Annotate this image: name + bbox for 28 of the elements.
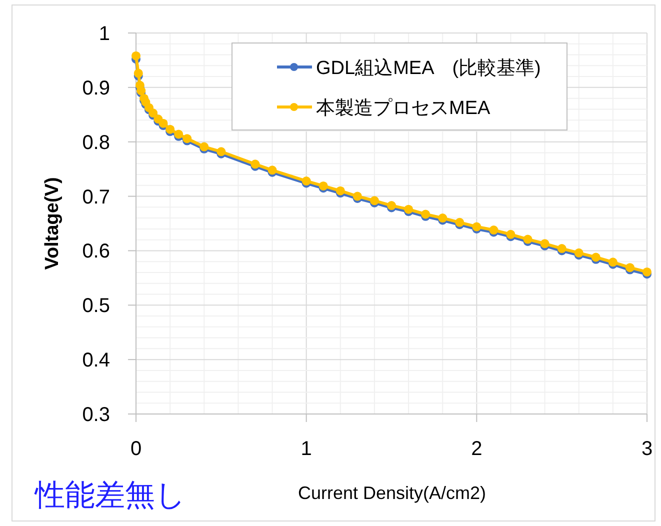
point [506, 230, 516, 239]
x-tick-label: 3 [641, 438, 653, 460]
y-tick-label: 0.6 [82, 240, 110, 263]
y-tick-label: 0.4 [82, 350, 110, 372]
point [158, 118, 168, 128]
x-tick-label: 1 [300, 438, 312, 460]
y-tick-label: 0.5 [82, 295, 110, 318]
y-axis-title: Voltage(V) [42, 177, 63, 270]
point [455, 218, 464, 227]
point [132, 51, 140, 60]
point [404, 204, 414, 214]
point [318, 181, 328, 190]
y-tick-label: 0.7 [82, 186, 110, 208]
point [134, 68, 143, 78]
y-tick-label: 0.8 [82, 132, 110, 154]
point [336, 186, 345, 196]
y-tick-label: 0.3 [82, 404, 110, 426]
point [574, 248, 584, 258]
x-tick-label: 2 [471, 438, 482, 460]
point [642, 267, 652, 276]
x-tick-label: 0 [130, 438, 142, 460]
y-tick-label: 0.9 [82, 77, 110, 100]
y-tick-label: 1 [98, 23, 110, 45]
legend-label: GDL組込MEA (比較基準) [316, 58, 541, 79]
text: 性能差無し [34, 479, 186, 512]
legend-label: 本製造プロセスMEA [316, 98, 490, 119]
point [166, 124, 175, 134]
x-axis-title: Current Density(A/cm2) [298, 483, 486, 503]
